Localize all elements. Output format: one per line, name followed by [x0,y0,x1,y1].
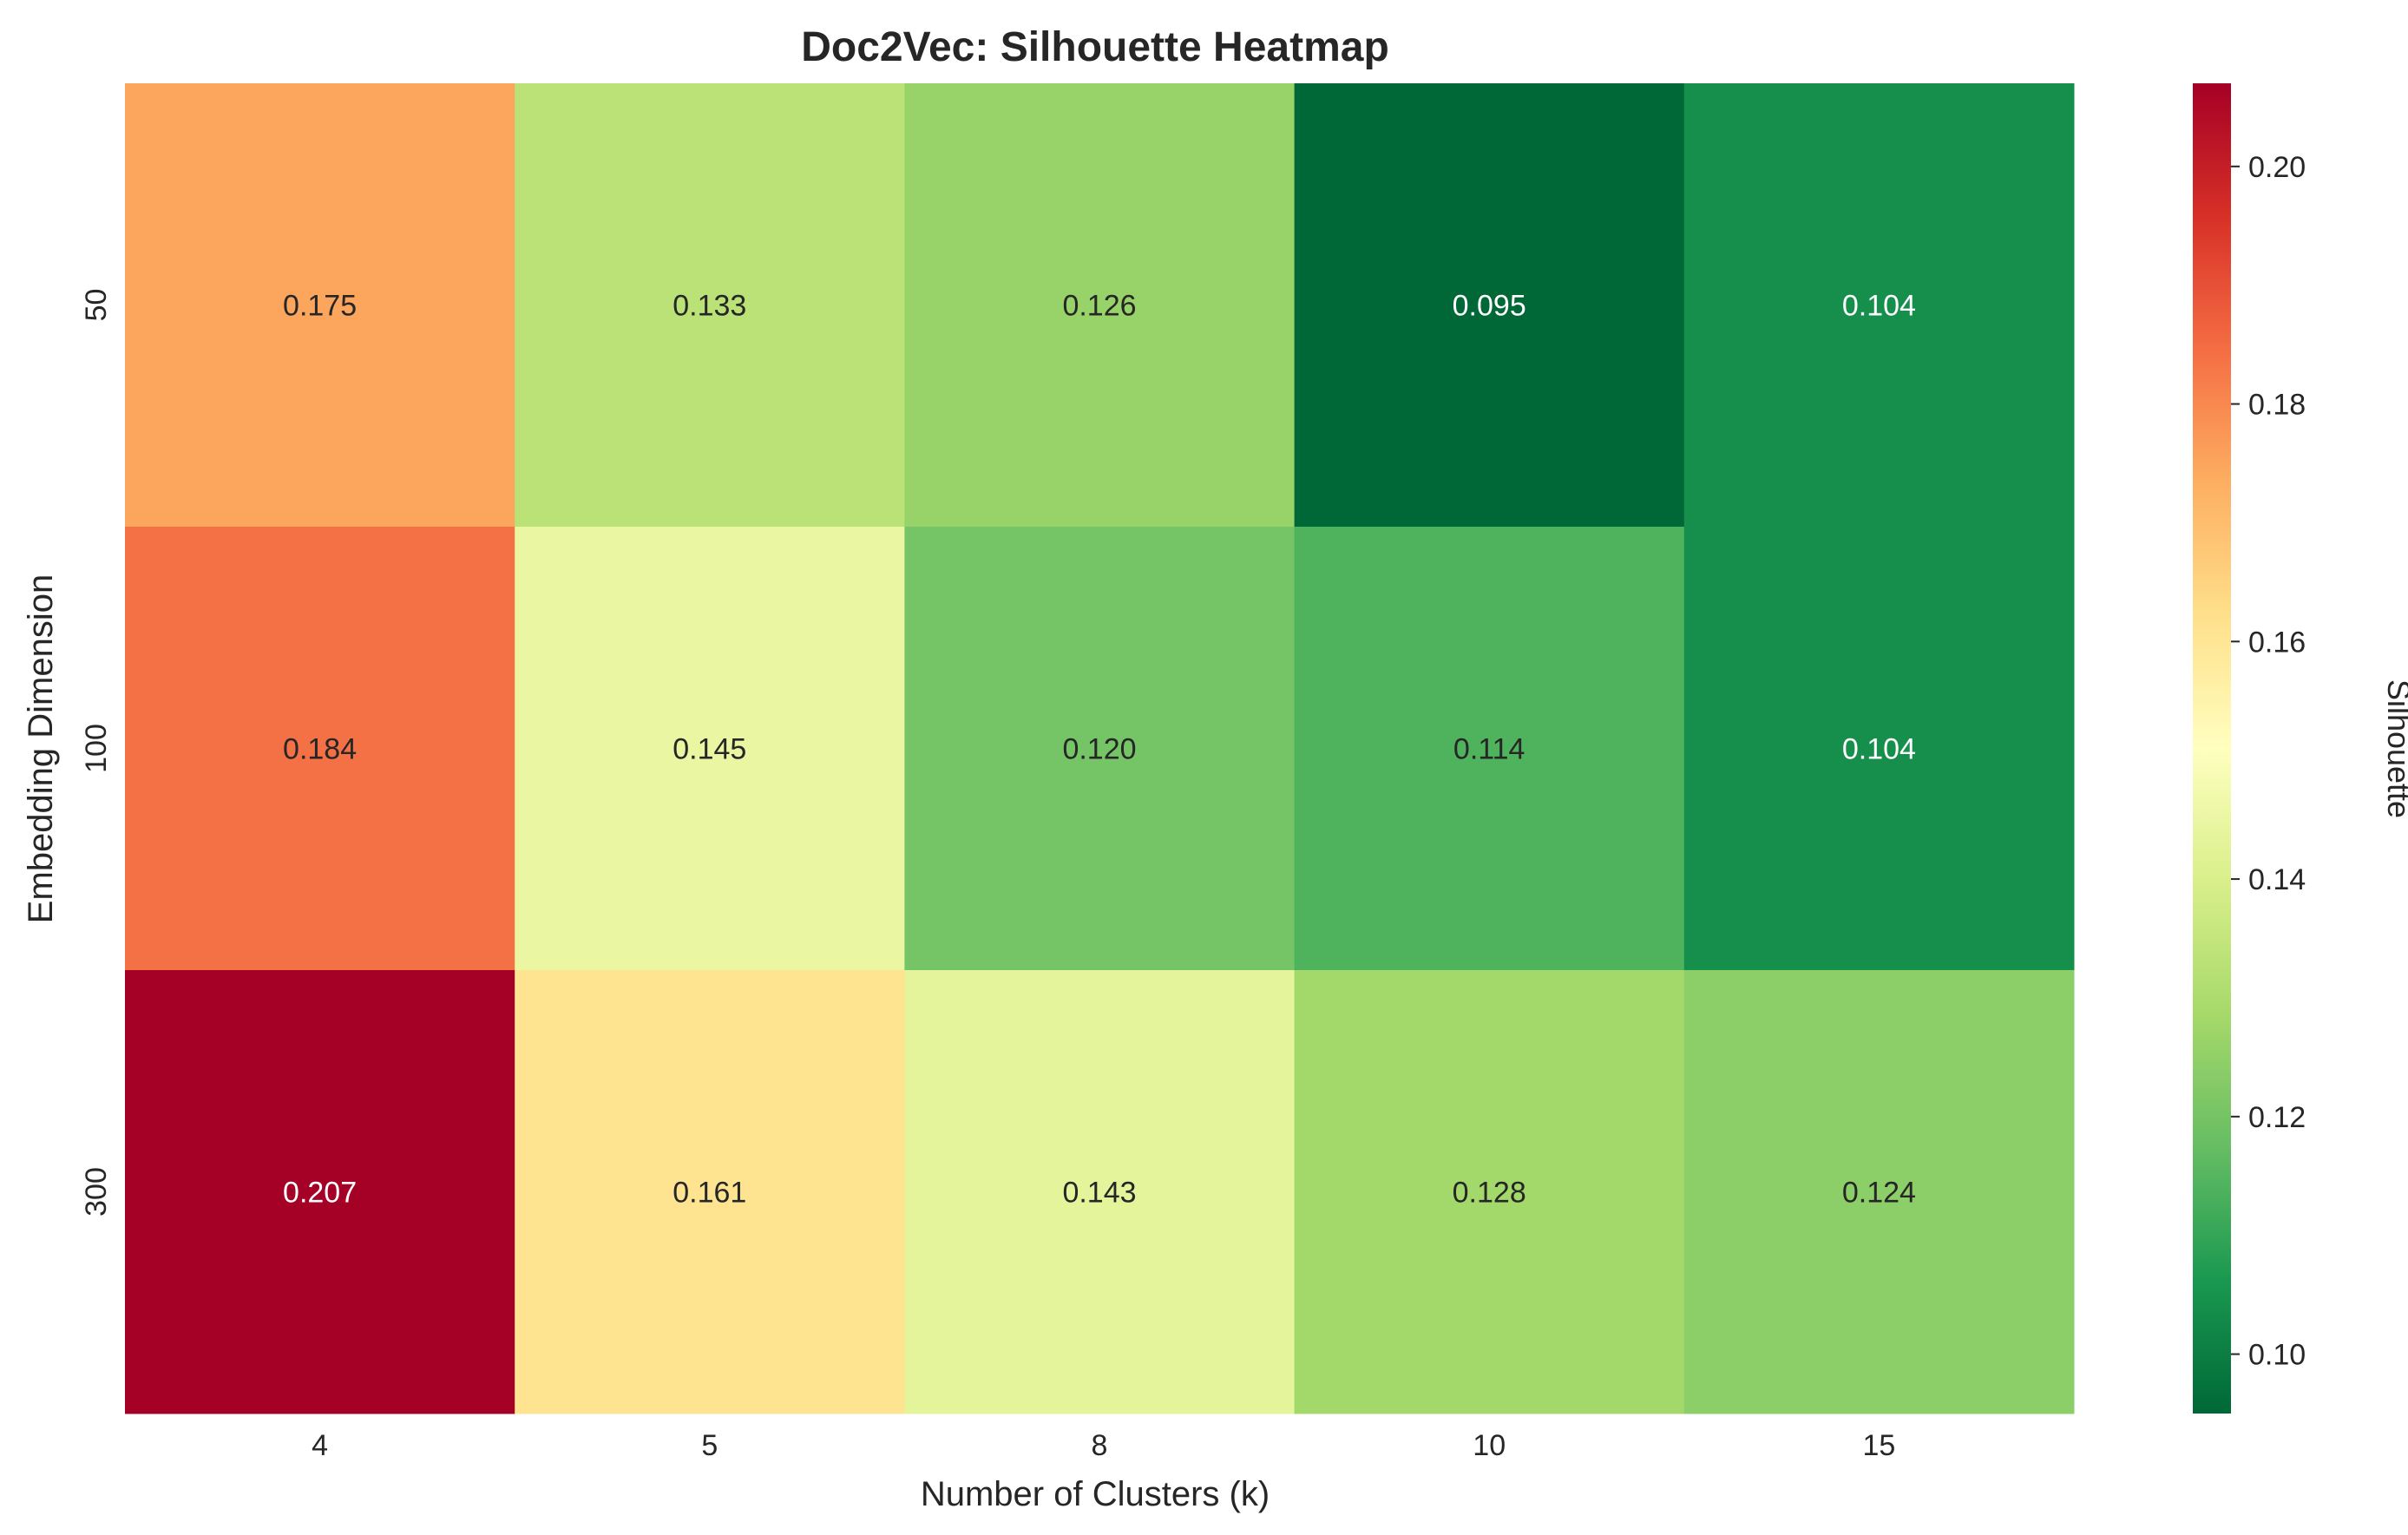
x-tick-label: 4 [312,1429,328,1462]
cell-value-label: 0.161 [673,1177,746,1210]
heatmap-cell [1294,83,1685,528]
heatmap-cell [1294,970,1685,1414]
cell-value-label: 0.143 [1062,1177,1136,1210]
x-tick-label: 15 [1862,1429,1895,1462]
cell-value-label: 0.184 [283,733,357,766]
heatmap-cell [125,970,515,1414]
colorbar-label: Silhouette [2381,679,2408,818]
heatmap-cells [125,83,2075,1414]
colorbar-tick-label: 0.16 [2248,626,2306,659]
cell-value-label: 0.175 [283,290,357,323]
cell-value-label: 0.114 [1453,733,1526,766]
heatmap-cell [1683,970,2075,1414]
heatmap-cell-labels: 0.175 0.133 0.126 0.095 0.104 0.184 0.145 0.120… [283,290,1916,1210]
x-tick-label: 8 [1092,1429,1108,1462]
y-tick-label: 300 [80,1167,113,1217]
cell-value-label: 0.104 [1842,733,1916,766]
cell-value-label: 0.095 [1453,290,1526,323]
heatmap-cell [515,527,905,971]
heatmap-cell [125,83,515,528]
colorbar-tick-label: 0.18 [2248,389,2306,422]
y-tick-label: 100 [80,724,113,773]
heatmap-cell [904,970,1296,1414]
cell-value-label: 0.128 [1453,1177,1526,1210]
colorbar-ticks: 0.10 0.12 0.14 0.16 0.18 0.20 [2231,151,2306,1372]
cell-value-label: 0.133 [673,290,746,323]
x-tick-label: 5 [701,1429,718,1462]
colorbar-tick-label: 0.20 [2248,151,2306,184]
heatmap-cell [1683,527,2075,971]
x-tick-label: 10 [1473,1429,1506,1462]
heatmap-cell [904,527,1296,971]
cell-value-label: 0.124 [1842,1177,1916,1210]
colorbar-tick-label: 0.10 [2248,1339,2306,1372]
x-axis-ticks: 4 5 8 10 15 [312,1429,1895,1462]
cell-value-label: 0.120 [1062,733,1136,766]
y-axis-label: Embedding Dimension [22,574,60,923]
heatmap-cell [515,83,905,528]
cell-value-label: 0.207 [283,1177,357,1210]
y-axis-ticks: 50 100 300 [80,289,113,1217]
heatmap-cell [125,527,515,971]
heatmap-cell [1683,83,2075,528]
heatmap-cell [1294,527,1685,971]
x-axis-label: Number of Clusters (k) [921,1475,1270,1513]
chart-title: Doc2Vec: Silhouette Heatmap [801,24,1389,70]
heatmap-cell [515,970,905,1414]
cell-value-label: 0.104 [1842,290,1916,323]
cell-value-label: 0.126 [1062,290,1136,323]
cell-value-label: 0.145 [673,733,746,766]
y-tick-label: 50 [80,289,113,322]
colorbar-tick-label: 0.12 [2248,1101,2306,1134]
colorbar [2193,83,2231,1414]
heatmap-cell [904,83,1296,528]
colorbar-tick-label: 0.14 [2248,863,2306,896]
